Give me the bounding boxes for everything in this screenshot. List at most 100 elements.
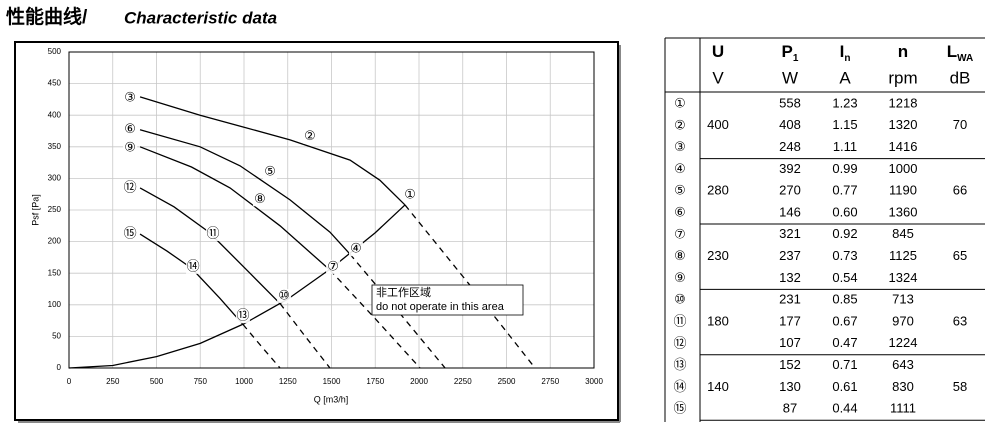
voltage-cell: 280 xyxy=(707,183,729,198)
sound-cell: 58 xyxy=(953,379,967,394)
column-header: n xyxy=(898,42,908,61)
annotation-bg xyxy=(206,227,221,242)
y-tick-label: 200 xyxy=(48,237,62,246)
plot-border xyxy=(68,51,595,369)
x-tick-label: 2750 xyxy=(541,377,559,386)
row-id: ⑬ xyxy=(673,358,686,373)
table-cell: 1224 xyxy=(889,335,918,350)
column-header: U xyxy=(712,42,724,61)
header-symbol: P xyxy=(782,42,793,61)
annotation: ⑫ xyxy=(124,180,137,195)
table-cell: 130 xyxy=(779,379,801,394)
header-symbol: L xyxy=(947,42,957,61)
curve xyxy=(139,146,331,271)
table-cell: 0.61 xyxy=(832,379,857,394)
annotation-bg xyxy=(235,309,250,324)
table-cell: 0.44 xyxy=(832,401,857,416)
annotation-bg xyxy=(123,227,138,242)
table-cell: 1320 xyxy=(889,117,918,132)
header-symbol: U xyxy=(712,42,724,61)
plot: 0 250 500 750 1000 1250 1500 1750 2000 2250 2500 27… xyxy=(48,47,604,386)
table-cell: 237 xyxy=(779,248,801,263)
table-cell: 1218 xyxy=(889,95,918,110)
annotation-bg xyxy=(123,91,138,106)
y-tick-label: 400 xyxy=(48,110,62,119)
row-id: ⑭ xyxy=(673,380,686,395)
annotation: ③ xyxy=(124,91,136,106)
header-symbol: I xyxy=(840,42,845,61)
table-cell: 558 xyxy=(779,95,801,110)
table-cell: 643 xyxy=(892,357,914,372)
table-cell: 1.11 xyxy=(833,139,857,154)
dashed-curve xyxy=(242,323,281,369)
row-id: ⑨ xyxy=(674,271,686,286)
annotation-bg xyxy=(302,129,317,144)
table-cell: 132 xyxy=(779,270,801,285)
y-tick-label: 450 xyxy=(48,79,62,88)
annotation: ① xyxy=(404,187,416,202)
annotation-bg xyxy=(123,180,138,195)
voltage-cell: 140 xyxy=(707,379,729,394)
row-id: ⑤ xyxy=(674,184,686,199)
annotation: ⑬ xyxy=(236,309,249,324)
row-id: ⑩ xyxy=(674,293,686,308)
curve xyxy=(139,129,351,255)
x-tick-label: 2000 xyxy=(410,377,428,386)
row-id: ③ xyxy=(674,140,686,155)
x-tick-label: 2500 xyxy=(498,377,516,386)
annotation: ⑧ xyxy=(254,192,266,207)
y-tick-label: 350 xyxy=(48,142,62,151)
x-tick-label: 750 xyxy=(194,377,208,386)
column-header: LWA xyxy=(947,42,974,63)
y-tick-label: 250 xyxy=(48,205,62,214)
dashed-curve xyxy=(349,253,446,369)
header-subscript: n xyxy=(844,53,850,64)
table-cell: 0.73 xyxy=(832,248,857,263)
table-cell: 152 xyxy=(779,357,801,372)
table-cell: 0.67 xyxy=(832,313,857,328)
table-cell: 1.23 xyxy=(832,95,857,110)
annotation: ⑩ xyxy=(278,288,290,303)
column-unit: dB xyxy=(950,68,971,87)
table-cell: 1190 xyxy=(889,183,917,198)
table-cell: 830 xyxy=(892,379,914,394)
table-cell: 231 xyxy=(779,292,801,307)
dashed-curve xyxy=(279,303,331,369)
row-id: ⑦ xyxy=(674,227,686,242)
row-id: ⑫ xyxy=(673,336,686,351)
annotation: ⑨ xyxy=(124,141,136,156)
y-tick-label: 500 xyxy=(48,47,62,56)
y-tick-label: 300 xyxy=(48,174,62,183)
x-tick-label: 2250 xyxy=(454,377,472,386)
header-subscript: 1 xyxy=(793,53,799,64)
table-cell: 1416 xyxy=(889,139,918,154)
annotation-bg xyxy=(186,259,201,274)
y-axis-label: Psf [Pa] xyxy=(30,194,40,226)
table-cell: 970 xyxy=(892,313,914,328)
table-cell: 1324 xyxy=(889,270,918,285)
annotation-bg xyxy=(252,192,267,207)
annotation-bg xyxy=(326,259,341,274)
annotation-bg xyxy=(349,242,363,257)
chart-frame xyxy=(14,41,619,421)
table-cell: 248 xyxy=(779,139,801,154)
voltage-cell: 230 xyxy=(707,248,729,263)
column-unit: V xyxy=(712,68,724,87)
sound-cell: 66 xyxy=(953,183,967,198)
table-cell: 0.54 xyxy=(832,270,857,285)
sound-cell: 63 xyxy=(953,313,967,328)
row-id: ⑪ xyxy=(673,315,686,330)
column-header: In xyxy=(840,42,851,63)
table-cell: 0.99 xyxy=(832,161,857,176)
title-cn: 性能曲线/ xyxy=(6,5,88,28)
x-axis-label: Q [m3/h] xyxy=(314,394,349,404)
table-cell: 321 xyxy=(779,226,801,241)
table-cell: 0.85 xyxy=(832,292,857,307)
annotation: ⑪ xyxy=(207,227,220,242)
y-tick-label: 100 xyxy=(48,300,62,309)
table-cell: 1360 xyxy=(889,204,918,219)
annotation: ⑭ xyxy=(187,259,200,274)
table-cell: 0.77 xyxy=(832,183,857,198)
table-cell: 270 xyxy=(779,183,801,198)
